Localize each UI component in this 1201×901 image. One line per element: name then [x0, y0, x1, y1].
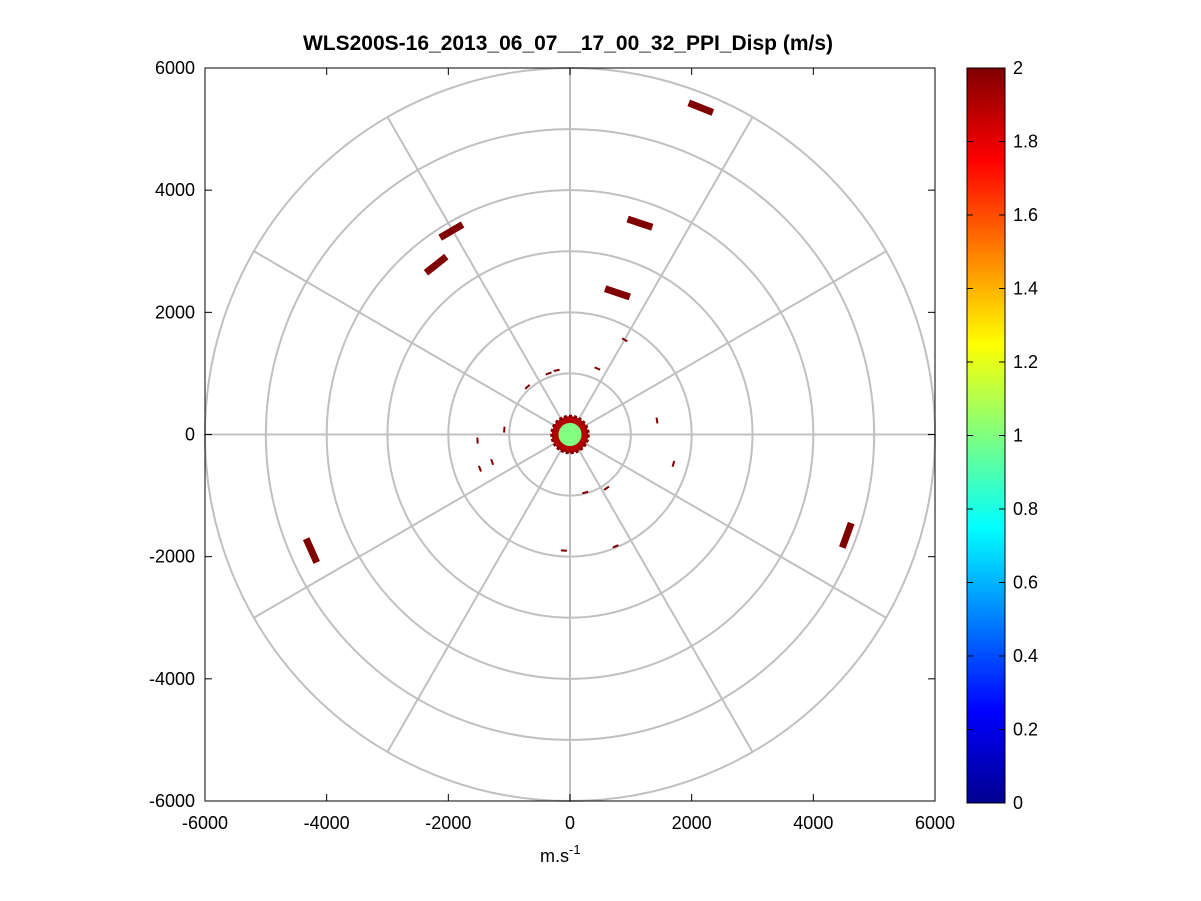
colorbar-tick-label: 0.4 — [1013, 646, 1038, 666]
x-tick-label: 6000 — [915, 813, 955, 833]
colorbar-tick-label: 0.6 — [1013, 573, 1038, 593]
colorbar-tick-label: 0.8 — [1013, 499, 1038, 519]
chart-title: WLS200S-16_2013_06_07__17_00_32_PPI_Disp… — [303, 32, 833, 55]
data-point — [545, 371, 552, 376]
x-axis-label: m.s-1 — [540, 842, 581, 866]
center-cluster-inner — [558, 422, 582, 447]
data-point — [524, 384, 531, 390]
x-tick-label: -6000 — [182, 813, 228, 833]
data-point — [687, 99, 715, 116]
colorbar-tick-label: 0.2 — [1013, 720, 1038, 740]
colorbar-tick-label: 1.6 — [1013, 205, 1038, 225]
colorbar: 2 1.8 1.6 1.4 1.2 1 0.8 0.6 0.4 0.2 0 — [966, 58, 1038, 813]
colorbar-ticks: 2 1.8 1.6 1.4 1.2 1 0.8 0.6 0.4 0.2 0 — [967, 58, 1038, 813]
data-point — [655, 417, 659, 424]
y-tick-label: 2000 — [155, 302, 195, 322]
data-point — [621, 337, 628, 343]
data-points — [302, 99, 855, 564]
data-point — [553, 368, 560, 372]
data-point — [302, 537, 320, 564]
data-point — [594, 366, 601, 371]
x-tick-label: -2000 — [425, 813, 471, 833]
data-point — [560, 549, 567, 552]
colorbar-tick-label: 1.8 — [1013, 132, 1038, 152]
y-axis-ticks: 6000 4000 2000 0 -2000 -4000 -6000 — [149, 58, 935, 811]
x-tick-label: 0 — [565, 813, 575, 833]
x-tick-label: 4000 — [793, 813, 833, 833]
data-point — [603, 485, 610, 491]
data-point — [671, 460, 676, 467]
x-axis-label-base: m.s — [540, 846, 569, 866]
colorbar-tick-label: 1.4 — [1013, 279, 1038, 299]
data-point — [476, 437, 479, 444]
x-tick-label: -4000 — [304, 813, 350, 833]
data-point — [503, 426, 506, 433]
y-tick-label: -4000 — [149, 669, 195, 689]
y-tick-label: 4000 — [155, 180, 195, 200]
data-point — [490, 458, 495, 466]
x-axis-ticks: -6000 -4000 -2000 0 2000 4000 6000 — [182, 68, 955, 833]
colorbar-tick-label: 1.2 — [1013, 352, 1038, 372]
x-axis-label-superscript: -1 — [569, 842, 581, 857]
y-tick-label: 6000 — [155, 58, 195, 78]
data-point — [423, 253, 449, 276]
y-tick-label: -2000 — [149, 547, 195, 567]
y-tick-label: -6000 — [149, 791, 195, 811]
data-point — [839, 521, 855, 549]
center-cluster — [550, 414, 590, 455]
colorbar-tick-label: 2 — [1013, 58, 1023, 78]
data-point — [604, 285, 631, 301]
data-point — [438, 221, 465, 241]
colorbar-tick-label: 1 — [1013, 426, 1023, 446]
data-point — [582, 490, 589, 495]
data-point — [626, 215, 654, 231]
x-tick-label: 2000 — [672, 813, 712, 833]
colorbar-tick-label: 0 — [1013, 793, 1023, 813]
data-point — [612, 544, 619, 549]
y-tick-label: 0 — [185, 425, 195, 445]
data-point — [477, 465, 482, 472]
